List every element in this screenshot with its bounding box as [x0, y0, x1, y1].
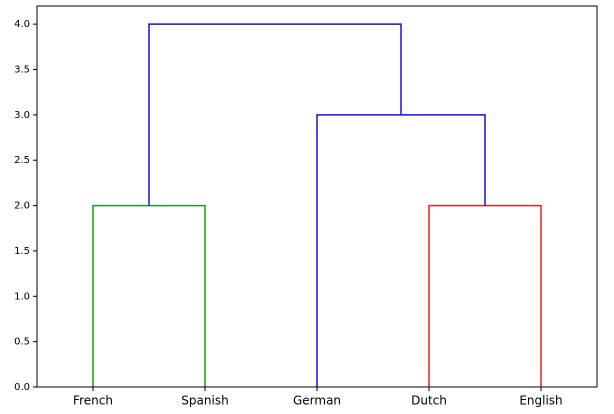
x-tick-label: English — [519, 394, 562, 408]
y-tick-label: 0.5 — [14, 337, 30, 348]
y-tick-label: 4.0 — [14, 19, 30, 30]
link — [148, 23, 402, 206]
y-tick-label: 2.0 — [14, 201, 30, 212]
y-tick-label: 3.5 — [14, 65, 30, 76]
y-tick-label: 0.0 — [14, 382, 30, 393]
link — [428, 204, 542, 387]
link — [92, 204, 206, 387]
x-tick-label: German — [293, 394, 341, 408]
plot-frame — [36, 5, 598, 388]
link — [316, 114, 486, 387]
y-tick-label: 1.0 — [14, 291, 30, 302]
x-tick-label: French — [73, 394, 113, 408]
x-tick-label: Dutch — [411, 394, 447, 408]
y-tick-label: 3.0 — [14, 110, 30, 121]
y-tick-label: 2.5 — [14, 155, 30, 166]
x-tick-label: Spanish — [181, 394, 228, 408]
y-tick-label: 1.5 — [14, 246, 30, 257]
